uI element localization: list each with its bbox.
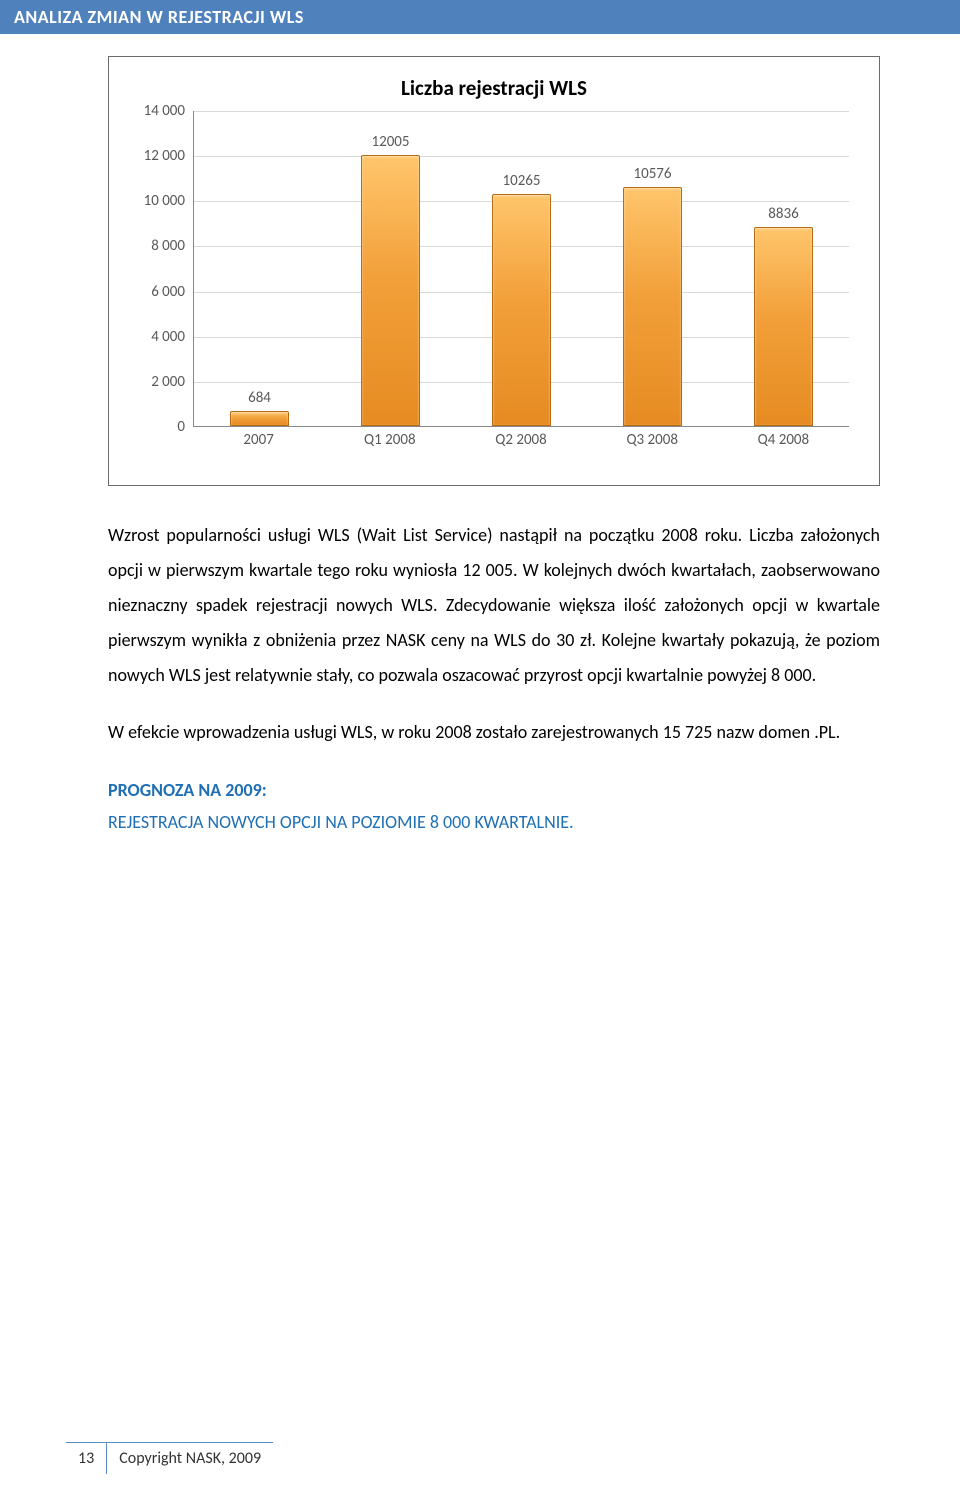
chart-plot-area: 02 0004 0006 0008 00010 00012 00014 000 … [193,111,849,451]
chart-x-tick-label: 2007 [243,431,273,449]
chart-x-tick-label: Q3 2008 [626,431,678,449]
page-header-bar: ANALIZA ZMIAN W REJESTRACJI WLS [0,0,960,34]
chart-bar-value-label: 684 [220,389,300,407]
chart-y-tick-label: 0 [177,418,185,436]
wls-chart-container: Liczba rejestracji WLS 02 0004 0006 0008… [108,56,880,486]
chart-y-tick-label: 8 000 [151,237,185,255]
chart-y-tick-label: 10 000 [144,192,185,210]
chart-y-tick-label: 4 000 [151,328,185,346]
prognoza-text: REJESTRACJA NOWYCH OPCJI NA POZIOMIE 8 0… [108,808,880,837]
body-text: Wzrost popularności usługi WLS (Wait Lis… [108,518,880,836]
content-area: Liczba rejestracji WLS 02 0004 0006 0008… [0,56,960,836]
chart-bar-value-label: 10576 [613,165,693,183]
chart-gridline [194,156,849,157]
chart-y-tick-label: 6 000 [151,283,185,301]
chart-x-tick-label: Q4 2008 [758,431,810,449]
chart-y-tick-label: 2 000 [151,373,185,391]
chart-y-axis: 02 0004 0006 0008 00010 00012 00014 000 [129,111,189,427]
chart-x-axis: 2007 Q1 2008 Q2 2008 Q3 2008 Q4 2008 [193,427,849,451]
header-title: ANALIZA ZMIAN W REJESTRACJI WLS [14,6,304,28]
copyright-text: Copyright NASK, 2009 [107,1443,273,1474]
paragraph-1: Wzrost popularności usługi WLS (Wait Lis… [108,518,880,693]
chart-x-tick-label: Q2 2008 [495,431,547,449]
chart-bar-value-label: 12005 [351,133,431,151]
chart-bar [623,187,682,426]
chart-title: Liczba rejestracji WLS [129,75,859,101]
paragraph-2: W efekcie wprowadzenia usługi WLS, w rok… [108,715,880,750]
chart-y-tick-label: 14 000 [144,102,185,120]
page-footer: 13 Copyright NASK, 2009 [66,1442,273,1474]
footer-inner: 13 Copyright NASK, 2009 [66,1442,273,1474]
chart-bar [492,194,551,426]
chart-plot: 684 12005 10265 10576 8836 [193,111,849,427]
chart-bar [754,227,813,426]
chart-bar [361,155,420,426]
chart-bar-value-label: 10265 [482,172,562,190]
chart-x-tick-label: Q1 2008 [364,431,416,449]
chart-y-tick-label: 12 000 [144,147,185,165]
chart-bar [230,411,289,426]
chart-bar-value-label: 8836 [744,205,824,223]
page-number: 13 [66,1443,107,1474]
prognoza-title: PROGNOZA NA 2009: [108,773,880,808]
chart-gridline [194,111,849,112]
